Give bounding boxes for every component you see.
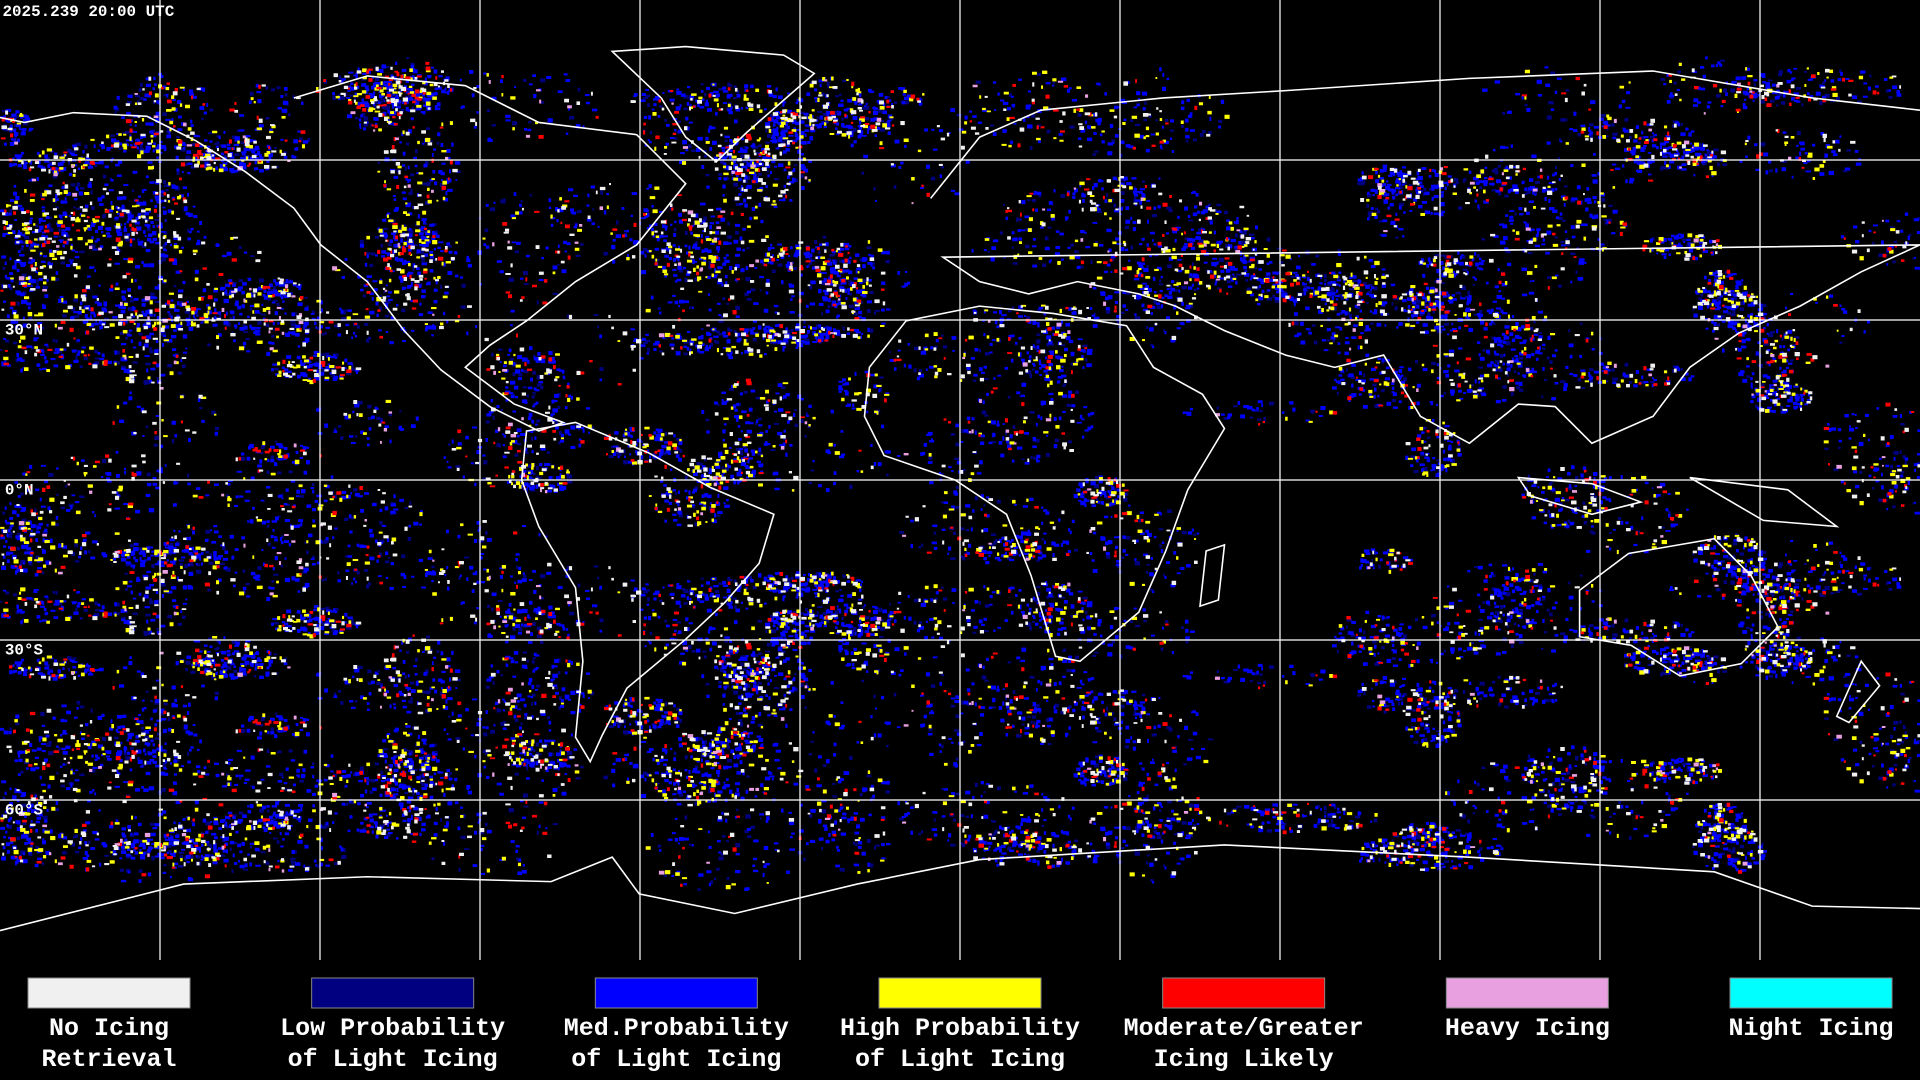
legend-label: Night Icing <box>1728 1014 1893 1043</box>
legend-swatch <box>27 977 191 1009</box>
latitude-label: 30°N <box>5 322 43 340</box>
legend-label: Med.Probability <box>564 1014 789 1043</box>
greenland <box>610 45 816 163</box>
icing-pixels <box>0 56 1920 891</box>
south-america <box>520 421 775 764</box>
eurasia <box>929 70 1920 445</box>
legend-swatch <box>594 977 758 1009</box>
map: 2025.239 20:00 UTC 30°N 0°N 30°S 60°S <box>0 0 1920 960</box>
legend-label: No Icing <box>49 1014 169 1043</box>
legend-label: of Light Icing <box>288 1045 498 1074</box>
legend-label: Moderate/Greater <box>1124 1014 1364 1043</box>
legend-label: of Light Icing <box>571 1045 781 1074</box>
legend-label: Low Probability <box>280 1014 505 1043</box>
legend-label: Heavy Icing <box>1445 1014 1610 1043</box>
antarctica <box>0 844 1920 932</box>
madagascar <box>1199 543 1226 608</box>
latitude-labels: 30°N 0°N 30°S 60°S <box>5 322 44 820</box>
legend-swatch <box>1445 977 1609 1009</box>
latitude-label: 30°S <box>5 642 44 660</box>
latitude-label: 60°S <box>5 802 44 820</box>
latitude-label: 0°N <box>5 482 34 500</box>
timestamp: 2025.239 20:00 UTC <box>2 3 174 21</box>
icing-field <box>0 56 1920 891</box>
legend-swatch <box>1162 977 1326 1009</box>
legend-swatch <box>878 977 1042 1009</box>
legend-label: Icing Likely <box>1154 1045 1334 1074</box>
new-zealand <box>1835 659 1881 724</box>
legend-label: Retrieval <box>41 1045 176 1074</box>
graticule <box>0 0 1920 960</box>
icing-pixels <box>1 66 1920 876</box>
legend-label: High Probability <box>840 1014 1080 1043</box>
legend-swatch <box>311 977 475 1009</box>
maritime-asia <box>1516 476 1840 528</box>
legend-swatch <box>1729 977 1893 1009</box>
legend-label: of Light Icing <box>855 1045 1065 1074</box>
